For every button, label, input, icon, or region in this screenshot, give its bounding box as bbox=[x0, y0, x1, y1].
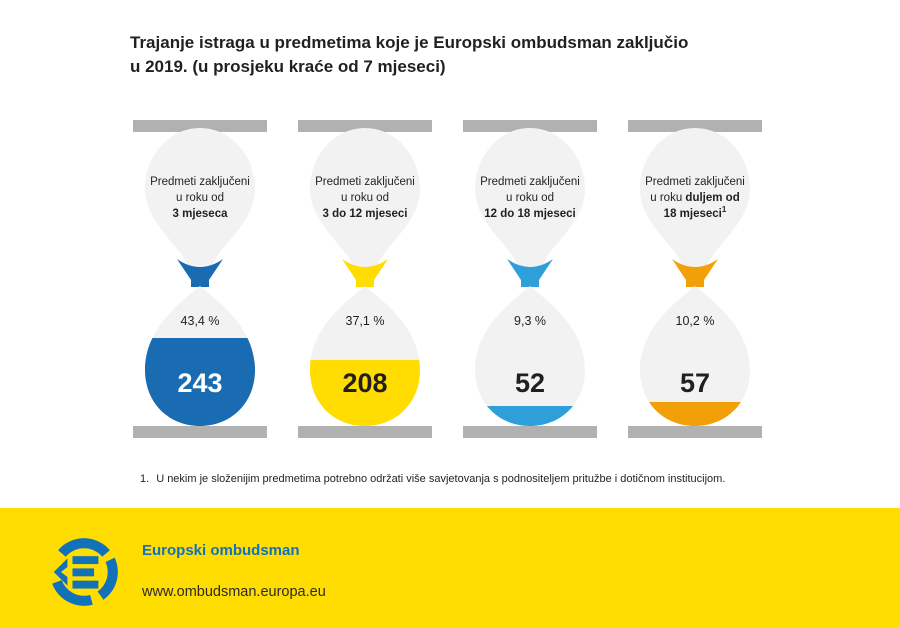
hourglass-funnel-icon bbox=[177, 259, 223, 287]
percent-label: 9,3 % bbox=[514, 314, 546, 328]
hourglass-top-bulb bbox=[475, 128, 585, 275]
stand-bar-bottom bbox=[628, 426, 762, 438]
stand-bar-top bbox=[628, 120, 762, 132]
logo-top-arc bbox=[58, 538, 110, 557]
footnote-marker: 1 bbox=[721, 205, 727, 215]
hourglass-graphic: 43,4 % 243 bbox=[133, 120, 267, 438]
logo-e-bar-top bbox=[72, 556, 99, 565]
hourglass-top-bulb bbox=[310, 128, 420, 275]
count-label: 52 bbox=[515, 368, 545, 398]
footer-org-name: Europski ombudsman bbox=[142, 542, 300, 559]
hourglass-label-line1: Predmeti zaključeni bbox=[315, 176, 415, 188]
hourglass-graphic: 10,2 % 57 bbox=[628, 120, 762, 438]
hourglass-funnel-icon bbox=[672, 259, 718, 287]
page-title: Trajanje istraga u predmetima koje je Eu… bbox=[130, 31, 790, 79]
sand-fill bbox=[145, 338, 255, 426]
hourglass-row: 43,4 % 243 Predmeti zaključeni u roku od… bbox=[125, 120, 770, 440]
hourglass-column-12-to-18-months: 9,3 % 52 Predmeti zaključeni u roku od 1… bbox=[455, 120, 605, 440]
hourglass-funnel-icon bbox=[507, 259, 553, 287]
hourglass-column-over-18-months: 10,2 % 57 Predmeti zaključeni u roku dul… bbox=[620, 120, 770, 440]
hourglass-label-line1: Predmeti zaključeni bbox=[480, 176, 580, 188]
stand-bar-bottom bbox=[298, 426, 432, 438]
page-title-line1: Trajanje istraga u predmetima koje je Eu… bbox=[130, 33, 689, 52]
hourglass-label: Predmeti zaključeni u roku od 3 mjeseca bbox=[131, 174, 269, 222]
hourglass-bottom-bulb bbox=[640, 286, 750, 426]
hourglass-label-line1: Predmeti zaključeni bbox=[150, 176, 250, 188]
hourglass-label: Predmeti zaključeni u roku duljem od 18 … bbox=[626, 174, 764, 222]
hourglass-top-bulb bbox=[145, 128, 255, 275]
logo-e-bar-bottom bbox=[72, 580, 99, 589]
hourglass-label: Predmeti zaključeni u roku od 3 do 12 mj… bbox=[296, 174, 434, 222]
hourglass-funnel-icon bbox=[342, 259, 388, 287]
footer-band: Europski ombudsman www.ombudsman.europa.… bbox=[0, 508, 900, 628]
footer-url: www.ombudsman.europa.eu bbox=[142, 584, 326, 600]
hourglass-label: Predmeti zaključeni u roku od 12 do 18 m… bbox=[461, 174, 599, 222]
footnote-number: 1. bbox=[140, 473, 150, 485]
hourglass-column-3-to-12-months: 37,1 % 208 Predmeti zaključeni u roku od… bbox=[290, 120, 440, 440]
count-label: 208 bbox=[342, 368, 387, 398]
count-label: 243 bbox=[177, 368, 222, 398]
footnote-text: U nekim je složenijim predmetima potrebn… bbox=[156, 473, 726, 485]
hourglass-column-3-months: 43,4 % 243 Predmeti zaključeni u roku od… bbox=[125, 120, 275, 440]
stand-bar-top bbox=[133, 120, 267, 132]
stand-bar-bottom bbox=[133, 426, 267, 438]
percent-label: 43,4 % bbox=[181, 314, 220, 328]
hourglass-graphic: 37,1 % 208 bbox=[298, 120, 432, 438]
hourglass-graphic: 9,3 % 52 bbox=[463, 120, 597, 438]
sand-fill bbox=[475, 406, 585, 426]
stand-bar-bottom bbox=[463, 426, 597, 438]
percent-label: 37,1 % bbox=[346, 314, 385, 328]
percent-label: 10,2 % bbox=[676, 314, 715, 328]
count-label: 57 bbox=[680, 368, 710, 398]
hourglass-top-bulb bbox=[640, 128, 750, 275]
logo-right-arc bbox=[97, 557, 118, 600]
sand-fill bbox=[640, 402, 750, 426]
stand-bar-top bbox=[298, 120, 432, 132]
european-ombudsman-logo bbox=[52, 538, 118, 606]
stand-bar-top bbox=[463, 120, 597, 132]
page-title-line2: u 2019. (u prosjeku kraće od 7 mjeseci) bbox=[130, 57, 446, 76]
hourglass-label-line1: Predmeti zaključeni bbox=[645, 176, 745, 188]
hourglass-bottom-bulb bbox=[475, 286, 585, 426]
logo-chevron bbox=[53, 558, 68, 586]
footnote: 1. U nekim je složenijim predmetima potre… bbox=[140, 473, 725, 485]
logo-e-bar-middle bbox=[72, 568, 95, 577]
logo-bottom-arc bbox=[52, 580, 93, 606]
